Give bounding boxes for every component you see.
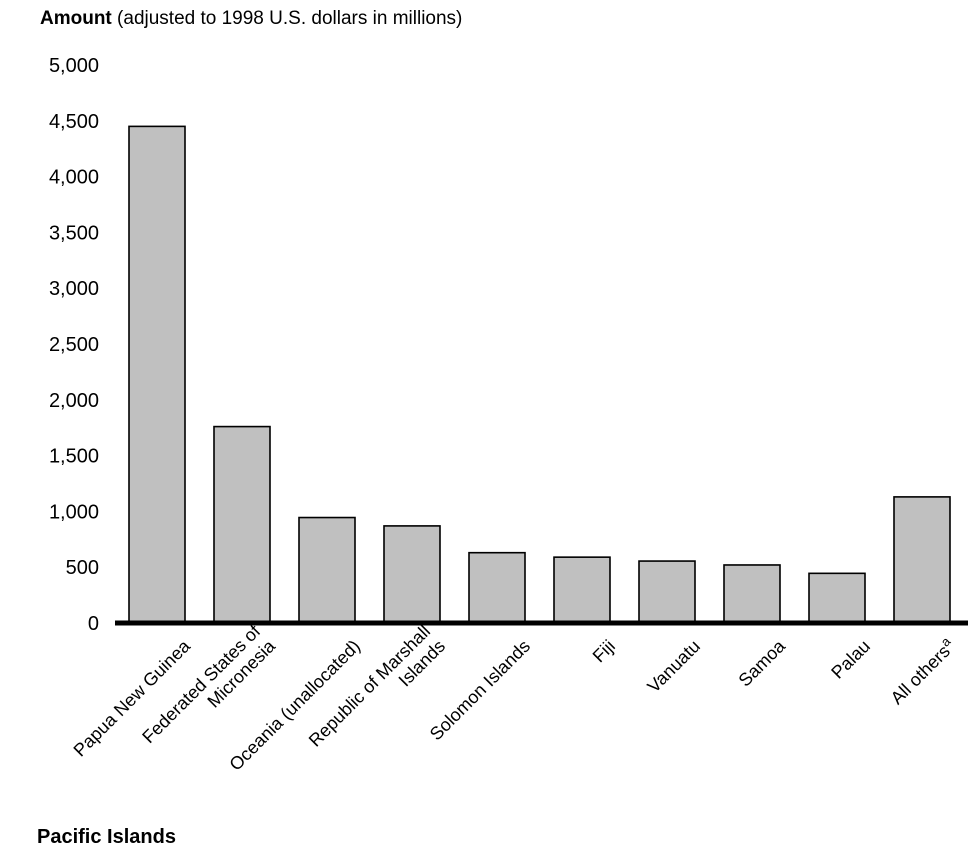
bar bbox=[808, 572, 866, 624]
y-tick-label: 1,000 bbox=[49, 501, 99, 523]
x-tick-label-line: Palau bbox=[827, 636, 874, 683]
y-axis-title-bold: Amount bbox=[40, 8, 112, 29]
bar bbox=[298, 516, 356, 624]
footnote-superscript: a bbox=[938, 633, 954, 649]
y-tick-label: 4,500 bbox=[49, 111, 99, 133]
y-tick-label: 3,000 bbox=[49, 278, 99, 300]
x-tick-label-line: Vanuatu bbox=[643, 636, 704, 697]
x-tick-label: Palau bbox=[827, 636, 874, 683]
bar bbox=[213, 425, 271, 624]
y-axis-title-rest: (adjusted to 1998 U.S. dollars in millio… bbox=[111, 8, 463, 29]
y-tick-label: 5,000 bbox=[49, 55, 99, 77]
y-tick-label: 4,000 bbox=[49, 167, 99, 189]
y-tick-label: 0 bbox=[88, 613, 99, 635]
y-tick-label: 3,500 bbox=[49, 222, 99, 244]
y-tick-label: 2,500 bbox=[49, 334, 99, 356]
bar bbox=[553, 556, 611, 624]
x-tick-label: Vanuatu bbox=[643, 636, 704, 697]
bar bbox=[383, 525, 441, 624]
y-axis-title: Amount (adjusted to 1998 U.S. dollars in… bbox=[40, 8, 462, 30]
y-tick-label: 2,000 bbox=[49, 390, 99, 412]
x-tick-label-line: Samoa bbox=[735, 635, 790, 690]
bar bbox=[638, 560, 696, 624]
x-tick-label-line: All othersa bbox=[885, 633, 960, 708]
x-axis-title: Pacific Islands bbox=[37, 826, 176, 848]
bar bbox=[468, 551, 526, 624]
bar bbox=[128, 125, 186, 624]
y-tick-label: 500 bbox=[66, 557, 99, 579]
x-tick-label: All othersa bbox=[885, 633, 960, 708]
bar bbox=[723, 564, 781, 624]
y-tick-label: 1,500 bbox=[49, 446, 99, 468]
bar bbox=[893, 496, 951, 624]
x-tick-label: Fiji bbox=[589, 636, 619, 666]
x-tick-label: Samoa bbox=[735, 635, 790, 690]
x-tick-label-line: Fiji bbox=[589, 636, 619, 666]
